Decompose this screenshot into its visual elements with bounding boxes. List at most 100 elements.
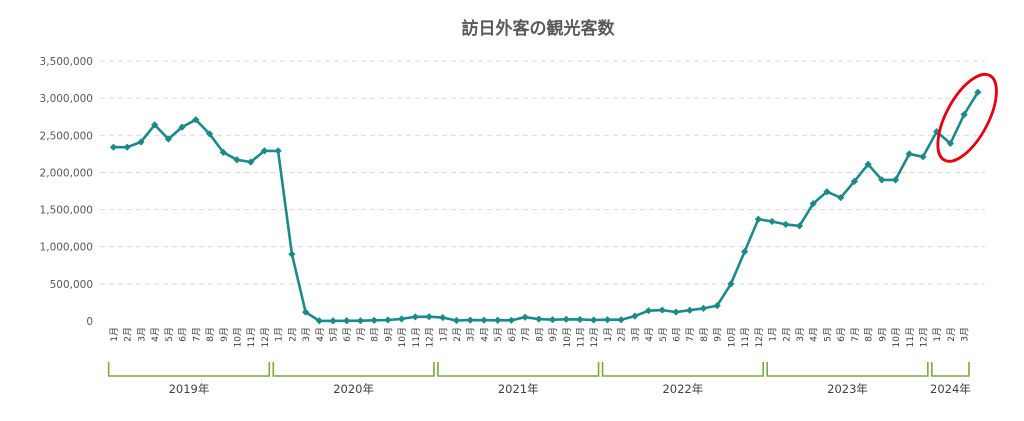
data-point [590,316,598,324]
data-point [960,110,968,119]
x-tick-label: 2月 [287,327,298,342]
x-tick-label: 1月 [932,327,943,342]
x-tick-label: 11月 [575,327,586,347]
y-tick-label: 1,000,000 [40,242,93,254]
data-point [301,308,310,316]
data-point [864,160,872,168]
year-groups: 2019年 2020年 2021年 2022年 2023年 2024年 [107,362,971,396]
year-bracket [437,362,600,377]
x-tick-label: 5月 [329,327,340,342]
data-point [850,177,858,185]
data-point [658,306,666,314]
x-axis-ticks: 1月 2月 3月 4月 5月 6月 7月 8月 9月 10月 11月 12月 1月 2月 3月 4月 5月 6月 7… [109,327,971,347]
data-point [507,316,515,324]
data-point [452,316,461,325]
x-tick-label: 10月 [232,327,243,347]
data-point [109,143,118,151]
data-point [425,313,433,321]
data-point [247,158,255,166]
data-point [782,220,790,229]
data-point [356,317,365,325]
x-tick-label: 2月 [617,327,628,342]
data-point [576,315,584,324]
x-tick-label: 1月 [438,327,449,342]
x-tick-label: 7月 [850,327,861,342]
year-label: 2023年 [827,382,868,396]
highlight-annotation [936,72,998,163]
data-point [686,306,694,314]
data-point [946,139,955,148]
x-tick-label: 2月 [123,327,134,342]
data-point [603,316,612,324]
data-point [974,88,982,96]
x-tick-label: 8月 [534,327,545,342]
x-tick-label: 4月 [315,327,326,342]
x-tick-label: 11月 [905,327,916,347]
highlight-ellipse [936,72,998,163]
chart-title: 訪日外客の観光客数 [462,18,616,39]
x-tick-label: 10月 [891,327,902,347]
x-tick-label: 1月 [768,327,779,342]
data-point [809,200,817,208]
data-point [315,317,323,325]
x-tick-label: 3月 [301,327,312,342]
data-point [837,194,845,202]
data-point [617,316,625,324]
data-point [795,222,804,230]
data-point [823,188,831,196]
x-tick-label: 9月 [219,327,230,342]
data-point [123,143,131,151]
data-point [699,304,708,312]
data-point [905,150,913,158]
x-tick-label: 7月 [356,327,367,342]
x-tick-label: 4月 [644,327,655,342]
data-point [548,316,557,324]
x-tick-label: 5月 [822,327,833,342]
x-tick-label: 12月 [425,327,436,347]
data-point [233,156,241,164]
x-tick-label: 1月 [274,327,285,342]
x-tick-label: 4月 [479,327,490,342]
data-point [288,250,296,258]
x-tick-label: 8月 [864,327,875,342]
data-point [164,135,172,143]
x-tick-label: 3月 [630,327,641,342]
x-tick-label: 12月 [260,327,271,347]
x-tick-label: 9月 [877,327,888,342]
x-tick-label: 3月 [136,327,147,342]
x-tick-label: 3月 [466,327,477,342]
x-tick-label: 6月 [178,327,189,342]
x-tick-label: 5月 [164,327,175,342]
data-point [466,316,474,324]
data-point [919,153,927,161]
x-tick-label: 4月 [150,327,161,342]
x-tick-label: 3月 [960,327,971,342]
x-tick-label: 10月 [397,327,408,347]
x-tick-label: 1月 [109,327,120,342]
x-tick-label: 8月 [205,327,216,342]
x-tick-label: 6月 [342,327,353,342]
x-tick-label: 7月 [521,327,532,342]
x-tick-label: 12月 [589,327,600,347]
data-point [274,147,282,155]
x-tick-label: 11月 [740,327,751,347]
x-tick-label: 8月 [370,327,381,342]
data-point [219,148,227,156]
x-tick-label: 2月 [946,327,957,342]
data-point [535,315,543,323]
y-tick-label: 500,000 [50,279,93,291]
year-bracket [272,362,435,377]
year-bracket [766,362,929,377]
year-bracket [601,362,764,377]
y-tick-label: 3,500,000 [40,56,93,68]
data-point [384,316,392,324]
y-tick-label: 1,500,000 [40,205,93,217]
y-axis-ticks: 0 500,000 1,000,000 1,500,000 2,000,000 2,500… [40,56,93,328]
data-point [205,130,214,138]
x-tick-label: 6月 [836,327,847,342]
data-point [178,123,186,131]
data-point [370,316,378,324]
x-tick-label: 6月 [507,327,518,342]
data-point [672,308,680,316]
